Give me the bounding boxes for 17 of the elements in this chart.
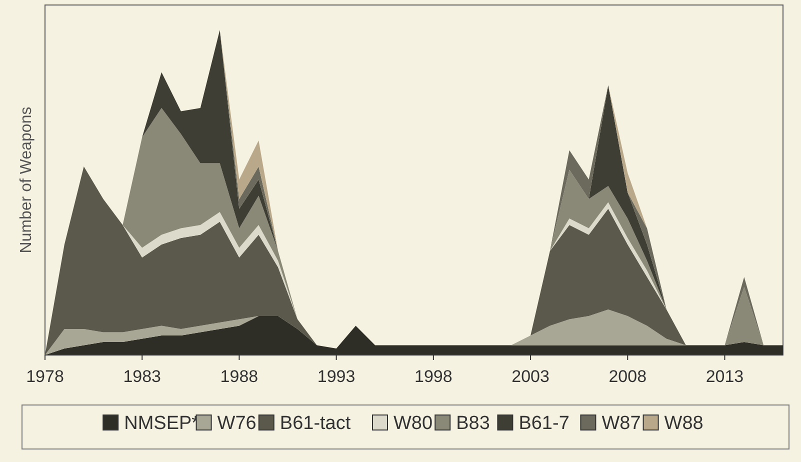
legend-label: W80 — [394, 413, 433, 434]
x-tick-label: 1983 — [123, 367, 162, 386]
legend-label: W76 — [217, 413, 256, 434]
legend-label: B61-tact — [280, 413, 352, 434]
x-tick-label: 2013 — [706, 367, 744, 386]
legend-label: W88 — [664, 413, 704, 434]
x-tick-label: 1998 — [414, 367, 452, 386]
x-tick-label: 1993 — [317, 367, 356, 386]
legend-label: W87 — [602, 413, 641, 434]
x-tick-label: 1988 — [220, 367, 258, 386]
legend-label: NMSEP* — [124, 413, 200, 434]
x-tick-label: 2003 — [512, 367, 550, 386]
x-tick-label: 2008 — [608, 367, 647, 386]
y-axis-title: Number of Weapons — [18, 106, 35, 254]
legend-label: B83 — [456, 413, 490, 434]
legend-label: B61-7 — [518, 413, 570, 434]
x-tick-label: 1978 — [26, 367, 64, 386]
